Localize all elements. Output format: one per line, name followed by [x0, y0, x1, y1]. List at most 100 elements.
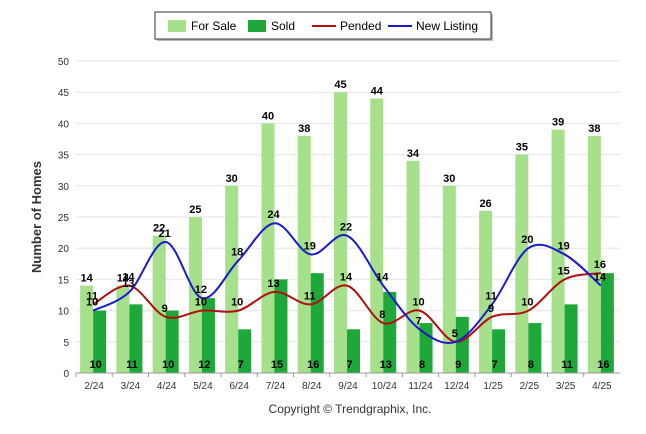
line-pended: [92, 272, 602, 343]
label-new-listing: 11: [485, 290, 497, 302]
bar-for-sale: [442, 185, 456, 373]
label-new-listing: 18: [231, 247, 243, 259]
label-sold: 7: [238, 359, 244, 371]
label-sold: 16: [307, 359, 319, 371]
label-pended: 11: [304, 290, 316, 302]
bar-sold: [238, 329, 252, 373]
y-tick-label: 10: [58, 307, 70, 318]
label-pended: 15: [557, 265, 569, 277]
y-tick-label: 50: [58, 57, 70, 68]
label-pended: 14: [340, 272, 353, 284]
legend-label: Pended: [340, 19, 381, 33]
bar-for-sale: [188, 217, 202, 373]
x-tick-label: 12/24: [444, 381, 469, 392]
label-pended: 8: [379, 309, 385, 321]
copyright-text: Copyright © Trendgraphix, Inc.: [269, 402, 432, 416]
label-new-listing: 12: [195, 284, 207, 296]
label-for-sale: 34: [407, 148, 420, 160]
label-sold: 16: [597, 359, 609, 371]
label-new-listing: 10: [86, 297, 98, 309]
line-new-listing: [92, 222, 602, 344]
x-tick-label: 2/25: [520, 381, 540, 392]
y-tick-label: 0: [63, 369, 69, 380]
legend-label: New Listing: [416, 19, 478, 33]
label-sold: 11: [561, 359, 573, 371]
bar-for-sale: [80, 285, 94, 373]
label-pended: 10: [195, 297, 207, 309]
bar-for-sale: [116, 285, 130, 373]
bar-sold: [93, 310, 107, 373]
x-tick-label: 1/25: [483, 381, 503, 392]
label-for-sale: 22: [153, 223, 165, 235]
y-tick-label: 25: [58, 213, 70, 224]
bar-layer: [80, 92, 614, 374]
label-for-sale: 44: [371, 85, 384, 97]
label-pended: 13: [267, 278, 279, 290]
bar-for-sale: [370, 98, 384, 373]
bar-for-sale: [406, 160, 420, 373]
label-pended: 10: [521, 297, 533, 309]
label-sold: 8: [528, 359, 534, 371]
x-tick-label: 2/24: [84, 381, 104, 392]
label-sold: 15: [271, 359, 283, 371]
label-sold: 11: [126, 359, 138, 371]
label-for-sale: 40: [262, 110, 274, 122]
y-tick-label: 30: [58, 182, 70, 193]
label-new-listing: 14: [376, 272, 389, 284]
y-tick-label: 40: [58, 119, 70, 130]
bar-for-sale: [225, 185, 239, 373]
label-for-sale: 38: [588, 123, 600, 135]
label-new-listing: 7: [415, 315, 421, 327]
label-new-listing: 19: [557, 240, 569, 252]
bar-sold: [528, 323, 542, 373]
x-tick-label: 3/25: [556, 381, 576, 392]
label-sold: 13: [380, 359, 392, 371]
label-sold: 8: [419, 359, 425, 371]
bar-sold: [600, 273, 614, 373]
label-pended: 5: [452, 328, 458, 340]
label-new-listing: 13: [122, 278, 134, 290]
bar-sold: [129, 304, 143, 373]
label-pended: 10: [231, 297, 243, 309]
bar-sold: [383, 291, 397, 373]
bar-sold: [274, 279, 288, 373]
label-for-sale: 38: [298, 123, 310, 135]
x-tick-label: 8/24: [302, 381, 322, 392]
bar-sold: [455, 316, 469, 373]
legend-swatch: [248, 20, 266, 32]
bar-sold: [201, 298, 215, 373]
label-new-listing: 19: [304, 240, 316, 252]
x-tick-label: 4/24: [157, 381, 177, 392]
y-tick-label: 35: [58, 151, 70, 162]
label-new-listing: 5: [452, 328, 458, 340]
bar-for-sale: [587, 135, 601, 373]
label-sold: 7: [492, 359, 498, 371]
label-new-listing: 14: [594, 272, 607, 284]
legend-label: For Sale: [191, 19, 237, 33]
x-tick-label: 9/24: [338, 381, 358, 392]
label-for-sale: 30: [443, 173, 455, 185]
label-new-listing: 22: [340, 222, 352, 234]
y-tick-label: 45: [58, 88, 70, 99]
bar-for-sale: [261, 123, 275, 374]
label-new-listing: 21: [159, 228, 171, 240]
label-pended: 10: [412, 297, 424, 309]
label-for-sale: 26: [479, 198, 491, 210]
line-layer: [92, 222, 602, 344]
axis-layer: 0 5 10 15 20 25 30 35 40 45 50 2/24 3/24 4/24 5/24 6/24…: [58, 57, 620, 392]
y-axis-title: Number of Homes: [29, 161, 44, 273]
y-tick-label: 15: [58, 275, 70, 286]
legend-label: Sold: [271, 19, 295, 33]
label-pended: 9: [488, 303, 494, 315]
label-for-sale: 45: [334, 79, 346, 91]
x-tick-label: 5/24: [193, 381, 213, 392]
bar-sold: [310, 273, 324, 373]
x-tick-label: 3/24: [121, 381, 141, 392]
label-pended: 9: [162, 303, 168, 315]
label-sold: 9: [455, 359, 461, 371]
label-for-sale: 14: [117, 273, 130, 285]
label-new-listing: 20: [521, 234, 533, 246]
bar-sold: [165, 310, 179, 373]
